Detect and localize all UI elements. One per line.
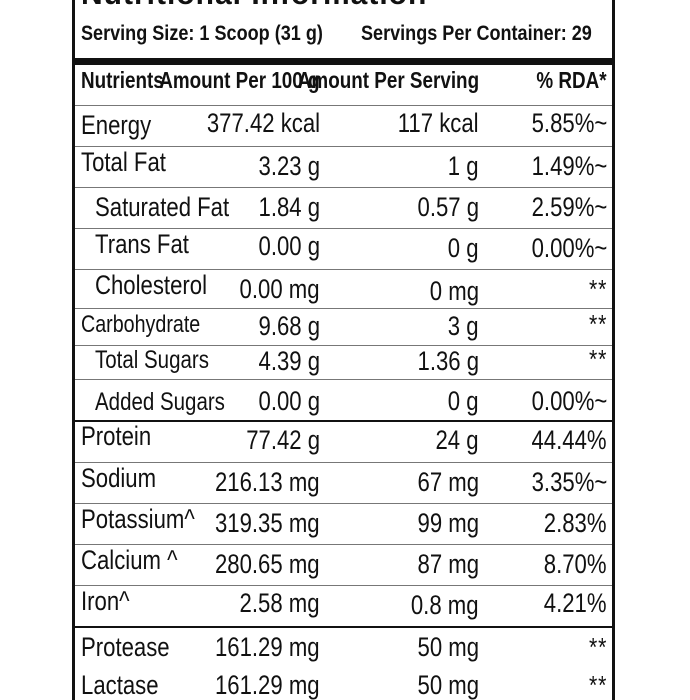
- row-rda: 3.35%~: [531, 467, 607, 497]
- row-rda: **: [588, 309, 607, 339]
- row-per-100g: 161.29 mg: [215, 632, 320, 662]
- row-per-100g: 216.13 mg: [215, 467, 320, 497]
- row-rda: **: [588, 670, 607, 700]
- row-nutrient: Trans Fat: [95, 229, 189, 259]
- row-nutrient: Sodium: [81, 463, 157, 493]
- row-nutrient: Carbohydrate: [81, 311, 201, 338]
- label-title: Nutritional Information: [81, 0, 427, 12]
- row-rda: 2.83%: [544, 508, 607, 538]
- header-per-100g: Amount Per 100 g: [159, 67, 320, 93]
- row-per-100g: 377.42 kcal: [206, 108, 320, 138]
- row-per-serving: 99 mg: [417, 508, 479, 538]
- row-per-serving: 50 mg: [417, 632, 479, 662]
- nutrition-label: Nutritional Information Serving Size: 1 …: [72, 0, 615, 700]
- row-rda: 1.49%~: [531, 151, 607, 181]
- row-per-100g: 4.39 g: [258, 346, 320, 376]
- row-rda: 8.70%: [544, 549, 607, 579]
- row-per-100g: 280.65 mg: [215, 549, 320, 579]
- row-per-100g: 2.58 mg: [239, 588, 320, 618]
- table-row: Added Sugars 0.00 g 0 g 0.00%~: [75, 380, 612, 422]
- table-row: Potassium^ 319.35 mg 99 mg 2.83%: [75, 504, 612, 545]
- table-header: Nutrients Amount Per 100 g Amount Per Se…: [75, 65, 612, 106]
- row-nutrient: Protein: [81, 421, 152, 451]
- row-per-100g: 3.23 g: [258, 151, 320, 181]
- row-nutrient: Total Fat: [81, 147, 166, 177]
- row-per-serving: 87 mg: [417, 549, 479, 579]
- table-row: Saturated Fat 1.84 g 0.57 g 2.59%~: [75, 188, 612, 229]
- row-per-serving: 0.57 g: [417, 192, 479, 222]
- row-rda: 0.00%~: [531, 386, 607, 416]
- row-rda: **: [588, 274, 607, 304]
- thick-divider: [75, 58, 612, 65]
- table-row: Total Sugars 4.39 g 1.36 g **: [75, 344, 612, 380]
- row-nutrient: Energy: [81, 110, 152, 140]
- row-per-100g: 1.84 g: [258, 192, 320, 222]
- row-nutrient: Protease: [81, 632, 170, 662]
- row-nutrient: Potassium^: [81, 504, 195, 534]
- table-row: Cholesterol 0.00 mg 0 mg **: [75, 270, 612, 309]
- header-per-serving: Amount Per Serving: [297, 67, 479, 93]
- row-per-serving: 0.8 mg: [411, 590, 479, 620]
- row-per-serving: 0 g: [448, 233, 479, 263]
- row-per-serving: 1 g: [448, 151, 479, 181]
- row-per-serving: 50 mg: [417, 670, 479, 700]
- table-row: Calcium ^ 280.65 mg 87 mg 8.70%: [75, 545, 612, 586]
- serving-size: Serving Size: 1 Scoop (31 g): [81, 22, 323, 45]
- table-row: Total Fat 3.23 g 1 g 1.49%~: [75, 147, 612, 188]
- row-per-serving: 3 g: [448, 311, 479, 341]
- row-rda: 4.21%: [544, 588, 607, 618]
- table-row: Protein 77.42 g 24 g 44.44%: [75, 421, 612, 463]
- row-rda: 5.85%~: [531, 108, 607, 138]
- table-row: Lactase 161.29 mg 50 mg **: [75, 670, 612, 700]
- row-rda: **: [588, 344, 607, 374]
- row-rda: 44.44%: [531, 425, 607, 455]
- row-per-100g: 0.00 g: [258, 231, 320, 261]
- row-per-100g: 319.35 mg: [215, 508, 320, 538]
- table-row: Sodium 216.13 mg 67 mg 3.35%~: [75, 463, 612, 504]
- row-nutrient: Added Sugars: [95, 388, 225, 416]
- row-rda: 0.00%~: [531, 233, 607, 263]
- header-nutrients: Nutrients: [81, 67, 164, 93]
- row-per-serving: 67 mg: [417, 467, 479, 497]
- servings-per-container: Servings Per Container: 29: [361, 22, 592, 45]
- table-row: Carbohydrate 9.68 g 3 g **: [75, 309, 612, 346]
- table-row: Energy 377.42 kcal 117 kcal 5.85%~: [75, 106, 612, 147]
- row-per-serving: 0 mg: [429, 276, 479, 306]
- row-rda: 2.59%~: [531, 192, 607, 222]
- serving-info: Serving Size: 1 Scoop (31 g) Servings Pe…: [75, 18, 612, 60]
- row-nutrient: Cholesterol: [95, 270, 207, 300]
- row-per-serving: 1.36 g: [417, 346, 479, 376]
- row-per-serving: 24 g: [435, 425, 479, 455]
- row-nutrient: Total Sugars: [95, 346, 209, 374]
- row-nutrient: Saturated Fat: [95, 192, 230, 222]
- row-nutrient: Lactase: [81, 670, 159, 700]
- row-rda: **: [588, 632, 607, 662]
- table-row: Iron^ 2.58 mg 0.8 mg 4.21%: [75, 586, 612, 628]
- header-rda: % RDA*: [536, 67, 607, 93]
- table-row: Trans Fat 0.00 g 0 g 0.00%~: [75, 229, 612, 270]
- row-nutrient: Calcium ^: [81, 545, 178, 575]
- row-per-100g: 77.42 g: [246, 425, 320, 455]
- table-row: Protease 161.29 mg 50 mg **: [75, 628, 612, 668]
- row-per-100g: 9.68 g: [258, 311, 320, 341]
- row-per-100g: 0.00 g: [258, 386, 320, 416]
- row-per-100g: 0.00 mg: [239, 274, 320, 304]
- row-per-100g: 161.29 mg: [215, 670, 320, 700]
- row-nutrient: Iron^: [81, 586, 130, 616]
- row-per-serving: 117 kcal: [398, 108, 479, 138]
- row-per-serving: 0 g: [448, 386, 479, 416]
